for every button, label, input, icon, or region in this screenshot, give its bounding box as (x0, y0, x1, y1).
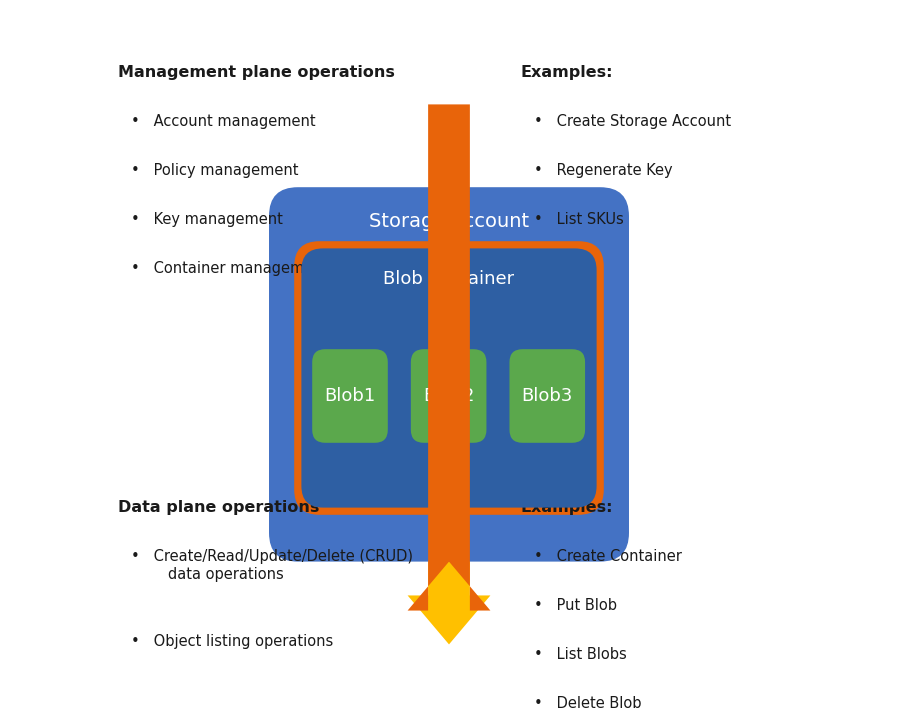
Text: •   Create Container: • Create Container (534, 549, 682, 564)
Text: •   Create/Read/Update/Delete (CRUD)
        data operations: • Create/Read/Update/Delete (CRUD) data … (131, 549, 413, 582)
Polygon shape (408, 560, 490, 644)
Text: •   Container management: • Container management (131, 261, 328, 276)
FancyBboxPatch shape (269, 187, 629, 562)
FancyBboxPatch shape (411, 349, 487, 443)
FancyBboxPatch shape (295, 241, 603, 515)
Text: •   List Blobs: • List Blobs (534, 647, 627, 662)
Text: •   Create Storage Account: • Create Storage Account (534, 114, 731, 129)
Text: Blob container: Blob container (383, 269, 515, 287)
FancyBboxPatch shape (313, 349, 388, 443)
Text: Data plane operations: Data plane operations (118, 500, 319, 516)
Text: Blob3: Blob3 (522, 387, 573, 405)
Text: Storage account: Storage account (369, 212, 529, 231)
Text: Examples:: Examples: (521, 500, 613, 516)
Text: Blob1: Blob1 (324, 387, 375, 405)
Text: Management plane operations: Management plane operations (118, 65, 395, 80)
Text: •   Delete Blob: • Delete Blob (534, 696, 641, 711)
FancyBboxPatch shape (509, 349, 585, 443)
Polygon shape (408, 104, 490, 611)
Text: •   Account management: • Account management (131, 114, 315, 129)
Text: Examples:: Examples: (521, 65, 613, 80)
Text: •   Policy management: • Policy management (131, 163, 298, 178)
Text: •   List SKUs: • List SKUs (534, 212, 624, 227)
FancyBboxPatch shape (302, 248, 596, 508)
Text: •   Key management: • Key management (131, 212, 283, 227)
Text: •   Regenerate Key: • Regenerate Key (534, 163, 673, 178)
Text: •   Put Blob: • Put Blob (534, 598, 617, 613)
Text: Blob2: Blob2 (423, 387, 474, 405)
Text: •   Object listing operations: • Object listing operations (131, 634, 333, 649)
